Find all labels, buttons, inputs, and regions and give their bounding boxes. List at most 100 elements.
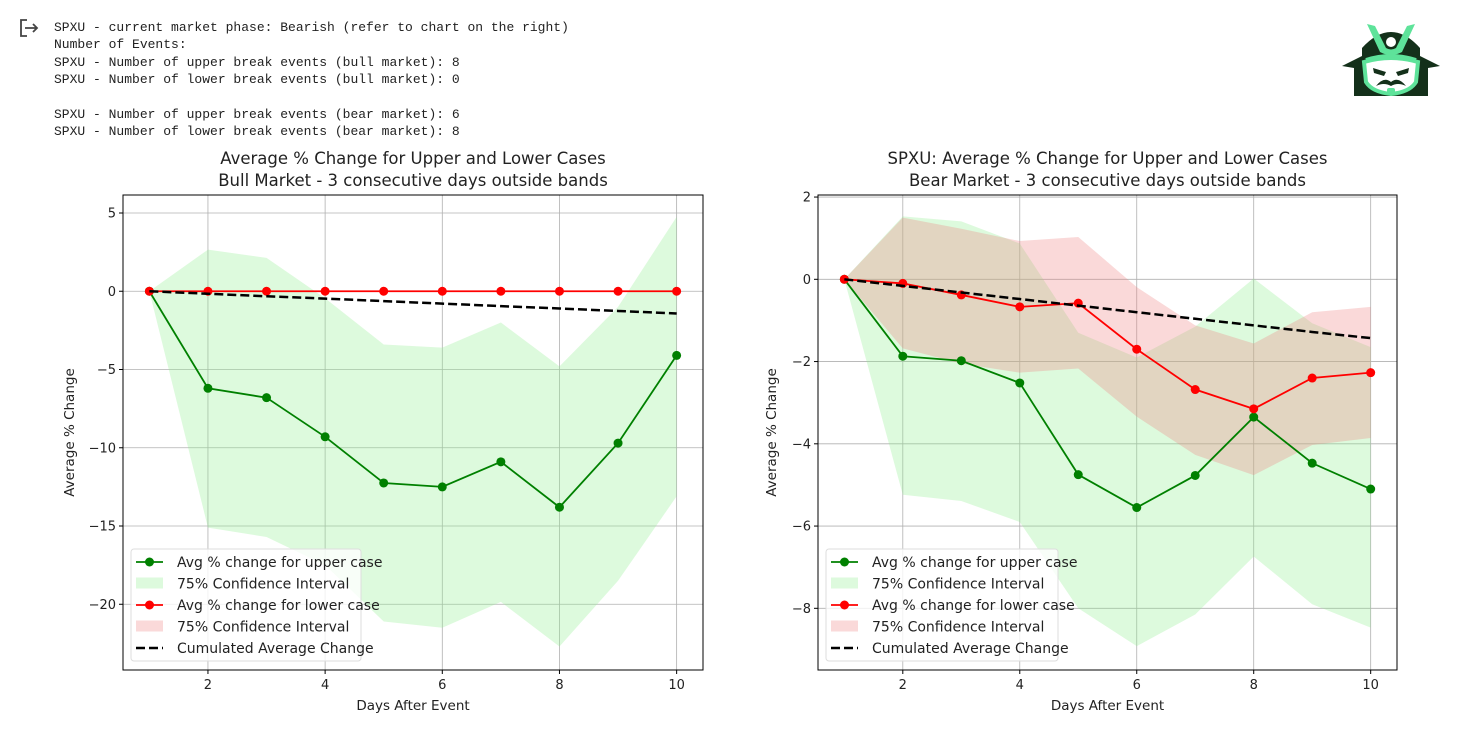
data-point — [320, 432, 330, 442]
data-point — [496, 457, 506, 467]
x-tick-label: 8 — [1250, 678, 1258, 693]
data-point — [1249, 404, 1259, 414]
series-line — [843, 278, 1372, 509]
data-point — [956, 290, 966, 300]
data-point — [262, 393, 272, 403]
data-point — [1307, 373, 1317, 383]
console-output: SPXU - current market phase: Bearish (re… — [54, 19, 569, 141]
data-point — [898, 351, 908, 361]
data-point — [379, 478, 389, 488]
plot-frame — [122, 194, 704, 671]
legend-entry: 75% Confidence Interval — [136, 620, 349, 636]
legend-label: Avg % change for lower case — [872, 598, 1075, 614]
console-line: SPXU - Number of lower break events (bul… — [54, 72, 460, 88]
cumulative-average-line — [844, 278, 1371, 340]
confidence-band — [844, 217, 1371, 476]
chart-subtitle: Bull Market - 3 consecutive days outside… — [218, 171, 608, 190]
legend-swatch — [831, 620, 858, 632]
legend-entry: Avg % change for lower case — [831, 598, 1075, 614]
legend-entry: Cumulated Average Change — [831, 641, 1069, 657]
data-point — [1073, 470, 1083, 480]
y-tick-label: −10 — [89, 441, 116, 456]
y-tick-label: 2 — [803, 191, 811, 206]
y-axis-label: Average % Change — [62, 368, 78, 497]
legend-marker — [840, 600, 849, 610]
cumulative-average-line — [149, 290, 677, 315]
legend-label: Avg % change for upper case — [872, 555, 1077, 571]
legend-entry: 75% Confidence Interval — [831, 577, 1044, 593]
legend-label: Avg % change for upper case — [177, 555, 382, 571]
data-point — [1015, 378, 1025, 388]
data-point — [1366, 484, 1376, 494]
x-tick-label: 4 — [321, 678, 329, 693]
legend-label: Cumulated Average Change — [872, 641, 1069, 657]
y-tick-label: −8 — [792, 602, 811, 617]
data-point — [320, 286, 330, 296]
output-arrow-icon[interactable] — [18, 17, 40, 39]
confidence-band — [149, 216, 677, 647]
data-point — [262, 286, 272, 296]
legend-marker — [145, 557, 154, 567]
data-point — [1132, 503, 1142, 513]
legend: Avg % change for upper case 75% Confidenc… — [130, 548, 382, 662]
legend-entry: Avg % change for upper case — [136, 555, 382, 571]
chart-title: SPXU: Average % Change for Upper and Low… — [887, 149, 1327, 168]
confidence-band — [844, 216, 1371, 647]
series-line — [148, 290, 678, 509]
data-point — [379, 286, 389, 296]
legend-entry: Avg % change for lower case — [136, 598, 380, 614]
legend-swatch — [831, 577, 858, 589]
legend-entry: Avg % change for upper case — [831, 555, 1077, 571]
legend-swatch — [136, 577, 163, 589]
y-tick-label: −2 — [792, 355, 811, 370]
x-tick-label: 4 — [1016, 678, 1024, 693]
x-tick-label: 2 — [204, 678, 212, 693]
console-line: ​ — [54, 89, 569, 106]
x-tick-label: 6 — [438, 678, 446, 693]
data-point — [1366, 368, 1376, 378]
samurai-helmet-logo — [1342, 24, 1440, 97]
data-point — [1073, 298, 1083, 308]
x-tick-label: 10 — [1362, 678, 1379, 693]
data-point — [203, 383, 213, 393]
chart-title: Average % Change for Upper and Lower Cas… — [220, 149, 605, 168]
legend: Avg % change for upper case 75% Confidenc… — [825, 548, 1077, 662]
legend-label: 75% Confidence Interval — [177, 577, 349, 593]
x-axis-label: Days After Event — [356, 698, 469, 714]
data-point — [956, 356, 966, 366]
console-line: SPXU - Number of upper break events (bul… — [54, 54, 460, 70]
data-point — [613, 438, 623, 448]
legend-frame — [130, 548, 362, 662]
series-line — [844, 278, 1371, 410]
y-tick-label: 0 — [803, 273, 811, 288]
chart-subtitle: Bear Market - 3 consecutive days outside… — [909, 171, 1306, 190]
data-point — [437, 286, 447, 296]
legend-marker — [840, 557, 849, 567]
data-point — [144, 286, 154, 296]
data-point — [1190, 470, 1200, 480]
data-point — [1190, 385, 1200, 395]
legend-swatch — [136, 620, 163, 632]
legend-entry: Cumulated Average Change — [136, 641, 374, 657]
data-point — [554, 502, 564, 512]
data-point — [1307, 458, 1317, 468]
x-tick-label: 10 — [668, 678, 685, 693]
plot-frame — [817, 194, 1398, 671]
y-tick-label: −6 — [792, 520, 811, 535]
x-tick-label: 2 — [899, 678, 907, 693]
data-point — [496, 286, 506, 296]
chart-bear-market: SPXU: Average % Change for Upper and Low… — [764, 149, 1398, 714]
y-tick-label: −15 — [89, 520, 116, 535]
console-line: SPXU - Number of upper break events (bea… — [54, 107, 460, 123]
data-point — [203, 286, 213, 296]
y-tick-label: −4 — [792, 437, 811, 452]
legend-label: 75% Confidence Interval — [872, 577, 1044, 593]
data-point — [437, 482, 447, 492]
x-tick-label: 8 — [555, 678, 563, 693]
data-point — [672, 350, 682, 360]
data-point — [554, 286, 564, 296]
data-point — [1132, 344, 1142, 354]
data-point — [839, 274, 849, 284]
legend-entry: 75% Confidence Interval — [831, 620, 1044, 636]
legend-label: Avg % change for lower case — [177, 598, 380, 614]
